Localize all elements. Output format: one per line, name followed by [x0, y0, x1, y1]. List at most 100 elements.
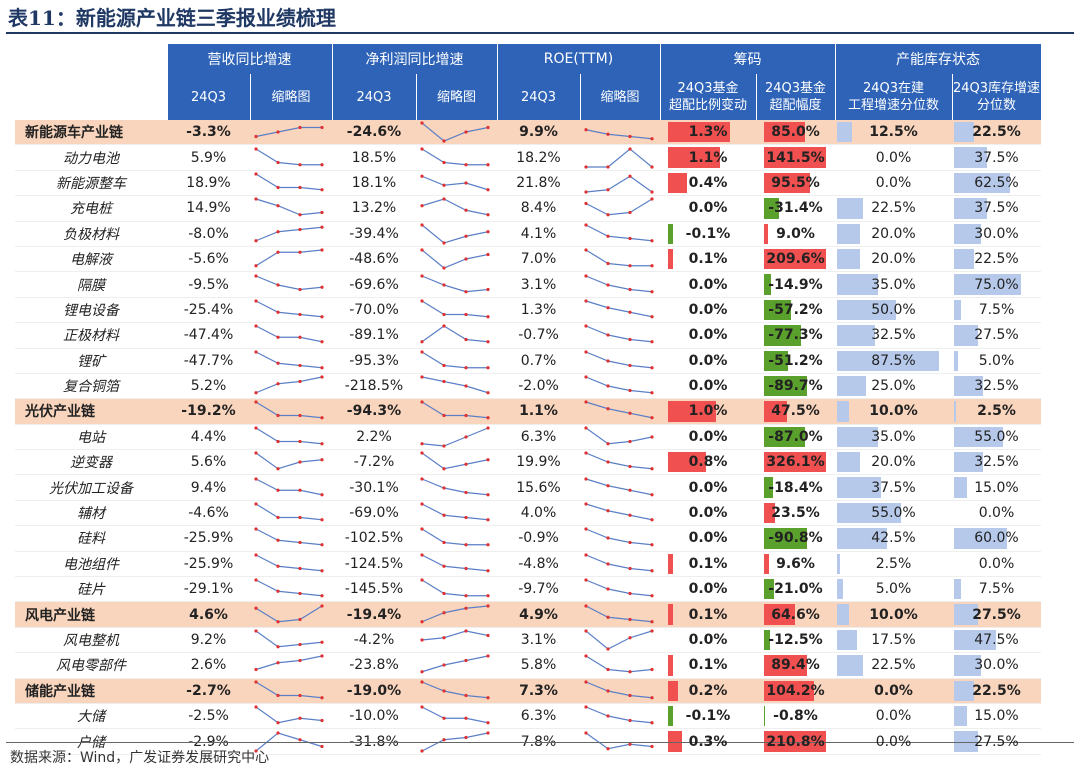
- row-name: 风电零部件: [15, 652, 167, 679]
- overweight-level-bar: [764, 325, 801, 346]
- net-profit-sparkline: [420, 553, 490, 573]
- spark-point: [276, 204, 280, 208]
- spark-point: [606, 689, 610, 693]
- sparkline: [255, 226, 323, 242]
- sparkline: [421, 401, 489, 419]
- overweight-change: 0.1%: [660, 652, 756, 679]
- spark-point: [464, 566, 468, 570]
- spark-point: [464, 414, 468, 418]
- spark-point: [584, 705, 588, 709]
- roe-sparkline-cell: [580, 678, 660, 704]
- inventory-percentile-bar: [954, 198, 988, 219]
- overweight-change-value: -0.1%: [685, 225, 731, 242]
- overweight-level: -14.9%: [756, 271, 835, 298]
- cip-percentile: 5.0%: [835, 576, 952, 603]
- overweight-level-bar: [764, 299, 792, 321]
- sparkline: [255, 554, 323, 572]
- roe-sparkline: [584, 451, 654, 471]
- cip-percentile-value: 32.5%: [871, 327, 916, 344]
- net-profit-sparkline: [420, 451, 490, 471]
- spark-point: [650, 492, 654, 497]
- revenue-sparkline-cell: [250, 500, 332, 527]
- overweight-level-value: -89.7%: [768, 378, 823, 395]
- inventory-percentile: 30.0%: [952, 221, 1041, 247]
- spark-point: [464, 693, 468, 697]
- table-row: 风电零部件 2.6% -23.8% 5.8% 0.1% 89.4% 22.5% 30.0%: [15, 652, 1041, 679]
- inventory-percentile-bar: [954, 426, 1003, 448]
- cip-percentile-value: 10.0%: [869, 606, 918, 623]
- spark-point: [254, 629, 258, 633]
- spark-point: [298, 379, 302, 384]
- revenue-sparkline-cell: [250, 652, 332, 679]
- spark-point: [442, 541, 446, 545]
- roe-sparkline-cell: [580, 348, 660, 374]
- overweight-change: 0.0%: [660, 195, 756, 222]
- row-name: 新能源车产业链: [15, 120, 167, 146]
- spark-point: [442, 324, 446, 328]
- cip-percentile-value: 0.0%: [875, 733, 912, 750]
- spark-point: [464, 490, 468, 494]
- spark-point: [464, 289, 468, 293]
- spark-point: [584, 400, 588, 405]
- spark-point: [442, 241, 446, 245]
- overweight-level-bar: [764, 731, 826, 752]
- sparkline: [255, 127, 322, 138]
- revenue-sparkline: [254, 578, 324, 598]
- sparkline: [585, 427, 653, 445]
- cip-percentile-value: 50.0%: [871, 301, 916, 318]
- cip-percentile: 35.0%: [835, 424, 952, 451]
- sparkline: [421, 175, 489, 191]
- revenue-growth: 5.2%: [167, 373, 250, 400]
- roe-sparkline: [584, 527, 654, 547]
- revenue-sparkline: [254, 248, 324, 268]
- revenue-growth: 4.6%: [167, 601, 250, 628]
- inventory-percentile-bar: [954, 248, 975, 270]
- revenue-sparkline: [254, 400, 324, 420]
- spark-point: [606, 587, 610, 591]
- spark-point: [420, 442, 424, 446]
- inventory-percentile: 27.5%: [952, 601, 1041, 628]
- sparkline: [585, 655, 653, 673]
- spark-point: [420, 680, 424, 684]
- net-profit-sparkline-cell: [416, 322, 497, 349]
- cip-percentile: 20.0%: [835, 449, 952, 476]
- cip-percentile: 10.0%: [835, 398, 952, 425]
- sparkline: [586, 147, 653, 168]
- overweight-level-value: 141.5%: [766, 149, 825, 166]
- inventory-percentile: 5.0%: [952, 348, 1041, 374]
- spark-point: [254, 553, 258, 557]
- row-name: 户储: [15, 728, 167, 755]
- revenue-sparkline-cell: [250, 678, 332, 704]
- spark-point: [298, 693, 302, 697]
- spark-point: [254, 502, 258, 506]
- spark-point: [276, 185, 280, 190]
- roe-value: 0.7%: [497, 348, 580, 374]
- spark-point: [584, 190, 588, 194]
- revenue-growth: -19.2%: [167, 398, 250, 425]
- spark-point: [298, 312, 302, 317]
- sparkline: [255, 427, 323, 445]
- roe-value: 7.3%: [497, 678, 580, 704]
- overweight-change: 1.0%: [660, 398, 756, 425]
- spark-point: [442, 363, 446, 367]
- inventory-percentile-bar: [954, 147, 988, 168]
- cip-percentile-value: 5.0%: [875, 581, 912, 598]
- cip-percentile-bar: [837, 375, 867, 397]
- sparkline: [255, 528, 323, 546]
- row-name: 辅材: [15, 500, 167, 527]
- cip-percentile: 37.5%: [835, 474, 952, 501]
- spark-point: [606, 359, 610, 363]
- spark-point: [584, 730, 588, 735]
- overweight-change-bar: [668, 731, 683, 752]
- spark-point: [420, 340, 424, 344]
- spark-point: [298, 126, 302, 130]
- overweight-level-value: 104.2%: [766, 682, 825, 699]
- overweight-level-value: -77.3%: [768, 327, 823, 344]
- sparkline: [421, 655, 489, 673]
- corner-cell-2: [15, 74, 168, 120]
- spark-point: [486, 213, 490, 217]
- overweight-level-value: -87.0%: [768, 428, 823, 445]
- net-profit-growth: -89.1%: [332, 322, 416, 349]
- inventory-percentile-value: 22.5%: [974, 251, 1019, 268]
- row-name: 锂矿: [15, 348, 167, 374]
